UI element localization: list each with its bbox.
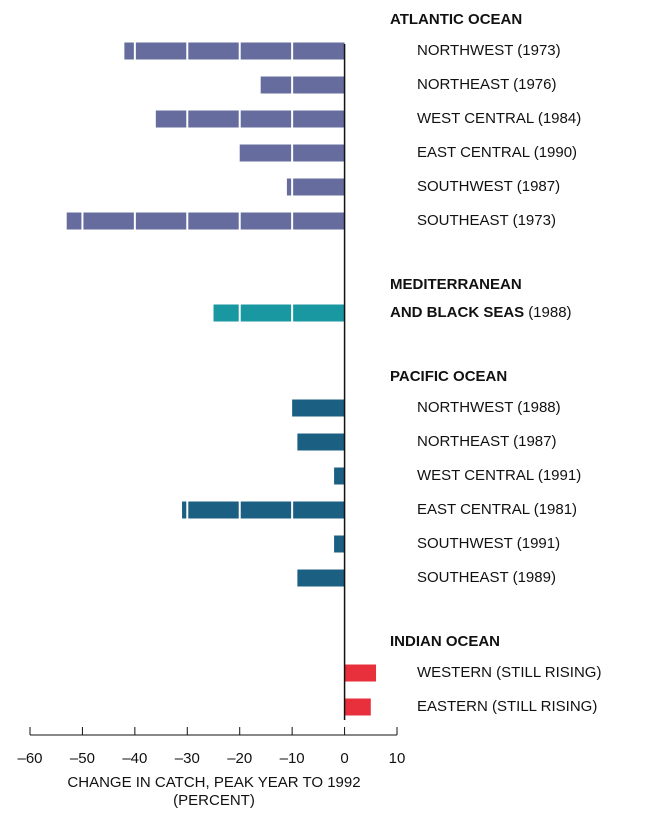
x-tick-label: –30: [175, 750, 200, 767]
bar: [155, 110, 345, 128]
group-title: ATLANTIC OCEAN: [390, 11, 522, 28]
bar: [182, 501, 345, 519]
group-title: AND BLACK SEAS: [390, 304, 524, 321]
bar: [297, 569, 345, 587]
category-label: NORTHWEST (1973): [417, 42, 561, 59]
category-label: NORTHEAST (1976): [417, 76, 557, 93]
bar: [124, 42, 345, 60]
bar: [297, 433, 345, 451]
bar: [344, 698, 371, 716]
x-tick-label: –60: [17, 750, 42, 767]
category-label: SOUTHWEST (1987): [417, 178, 560, 195]
group-title: INDIAN OCEAN: [390, 633, 500, 650]
category-label: EAST CENTRAL (1990): [417, 144, 577, 161]
bar: [213, 304, 345, 322]
bar: [334, 535, 345, 553]
category-label: SOUTHEAST (1989): [417, 569, 556, 586]
x-tick-label: 10: [389, 750, 406, 767]
category-label: NORTHWEST (1988): [417, 399, 561, 416]
category-label: NORTHEAST (1987): [417, 433, 557, 450]
bar: [344, 664, 377, 682]
category-label: (1988): [528, 304, 571, 321]
bar: [286, 178, 345, 196]
category-label: WESTERN (STILL RISING): [417, 664, 601, 681]
bar: [334, 467, 345, 485]
bar: [292, 399, 345, 417]
group-title: MEDITERRANEAN: [390, 276, 522, 293]
x-tick-label: –50: [70, 750, 95, 767]
category-label: EASTERN (STILL RISING): [417, 698, 597, 715]
bar: [260, 76, 345, 94]
category-label: SOUTHEAST (1973): [417, 212, 556, 229]
x-tick-label: –40: [122, 750, 147, 767]
category-label: WEST CENTRAL (1984): [417, 110, 581, 127]
x-axis-label: (PERCENT): [173, 792, 255, 809]
x-tick-label: –20: [227, 750, 252, 767]
x-tick-label: 0: [340, 750, 348, 767]
x-axis-label: CHANGE IN CATCH, PEAK YEAR TO 1992: [67, 774, 360, 791]
category-label: SOUTHWEST (1991): [417, 535, 560, 552]
bar: [66, 212, 345, 230]
group-title: PACIFIC OCEAN: [390, 368, 507, 385]
category-label: EAST CENTRAL (1981): [417, 501, 577, 518]
category-label: WEST CENTRAL (1991): [417, 467, 581, 484]
x-tick-label: –10: [280, 750, 305, 767]
